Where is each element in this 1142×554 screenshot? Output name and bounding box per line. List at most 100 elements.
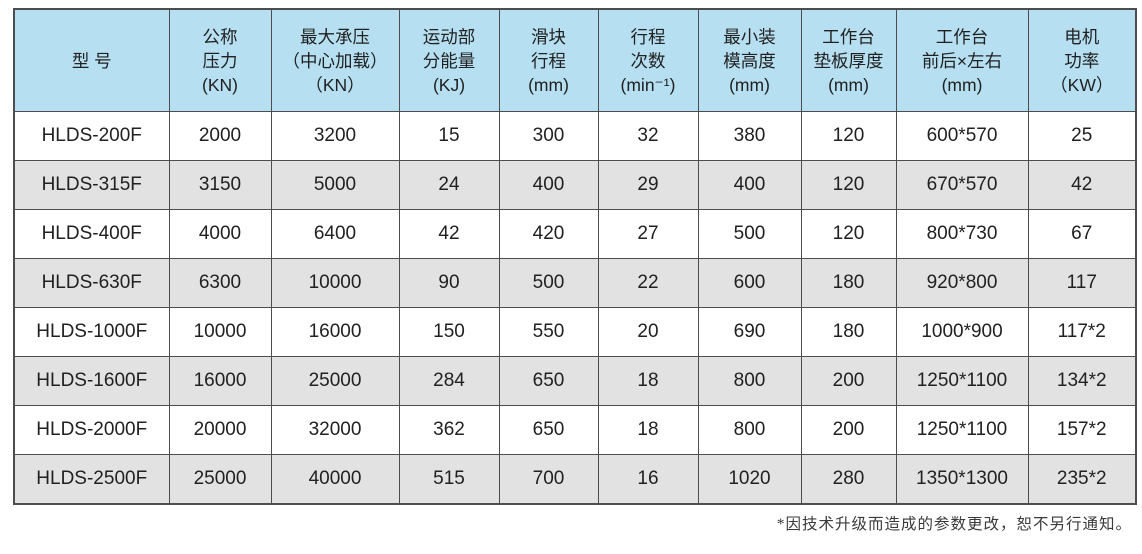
model-cell: HLDS-200F <box>13 111 170 161</box>
value-cell: 24 <box>398 160 500 210</box>
value-cell: 157*2 <box>1027 405 1137 455</box>
value-cell: 6400 <box>270 209 400 259</box>
value-cell: 20 <box>597 307 699 357</box>
column-header-motor-power: 电机功率 （KW） <box>1027 8 1137 112</box>
value-cell: 380 <box>697 111 802 161</box>
column-header-line: 压力 <box>202 50 238 71</box>
value-cell: 200 <box>800 405 897 455</box>
column-header-line: （KW） <box>1050 74 1114 95</box>
value-cell: 1350*1300 <box>895 454 1029 505</box>
column-header-line: （中心加载） <box>282 50 388 71</box>
column-header-slide-stroke: 滑块 行程 (mm) <box>498 8 599 112</box>
column-header-line: 型 号 <box>71 50 112 71</box>
value-cell: 400 <box>498 160 599 210</box>
value-cell: 10000 <box>270 258 400 308</box>
value-cell: 1250*1100 <box>895 405 1029 455</box>
value-cell: 120 <box>800 160 897 210</box>
column-header-line: 垫板厚度 <box>813 50 884 71</box>
value-cell: 600 <box>697 258 802 308</box>
model-cell: HLDS-1600F <box>13 356 170 406</box>
value-cell: 180 <box>800 307 897 357</box>
value-cell: 18 <box>597 356 699 406</box>
column-header-line: (KN) <box>202 74 238 95</box>
value-cell: 67 <box>1027 209 1137 259</box>
column-header-line: (min⁻¹) <box>620 74 676 95</box>
column-header-line: 前后×左右 <box>921 50 1003 71</box>
value-cell: 1000*900 <box>895 307 1029 357</box>
column-header-model: 型 号 <box>13 8 170 112</box>
table-row: HLDS-2000F 20000 32000 362 650 18 800 200 1250*1… <box>13 405 1137 455</box>
value-cell: 280 <box>800 454 897 505</box>
column-header-line: 最小装 <box>723 26 776 47</box>
value-cell: 284 <box>398 356 500 406</box>
column-header-line: 运动部 <box>422 26 476 47</box>
column-header-line: 最大承压 <box>300 26 370 47</box>
model-cell: HLDS-2000F <box>13 405 170 455</box>
column-header-line: 次数 <box>630 50 666 71</box>
value-cell: 2000 <box>168 111 272 161</box>
column-header-line: (mm) <box>828 74 869 95</box>
column-header-line: （KN） <box>305 74 365 95</box>
column-header-line: (mm) <box>729 74 770 95</box>
model-cell: HLDS-2500F <box>13 454 170 505</box>
value-cell: 6300 <box>168 258 272 308</box>
value-cell: 650 <box>498 405 599 455</box>
value-cell: 15 <box>398 111 500 161</box>
column-header-line: (KJ) <box>432 74 466 95</box>
value-cell: 1020 <box>697 454 802 505</box>
column-header-line: 功率 <box>1064 50 1100 71</box>
value-cell: 10000 <box>168 307 272 357</box>
value-cell: 20000 <box>168 405 272 455</box>
header-row: 型 号公称 压力 (KN) 最大承压 （中心加载） （KN） 运动部 分能量 (KJ) 滑块 行程(… <box>13 8 1137 112</box>
value-cell: 515 <box>398 454 500 505</box>
column-header-line: 行程 <box>531 50 566 71</box>
value-cell: 42 <box>1027 160 1137 210</box>
model-cell: HLDS-1000F <box>13 307 170 357</box>
table-row: HLDS-630F 6300 10000 90 500 22 600 180 920*800 11… <box>13 258 1137 308</box>
value-cell: 117 <box>1027 258 1137 308</box>
spec-table-header: 型 号公称 压力 (KN) 最大承压 （中心加载） （KN） 运动部 分能量 (KJ) 滑块 行程(… <box>13 8 1137 112</box>
table-row: HLDS-1600F 16000 25000 284 650 18 800 200 1250*1… <box>13 356 1137 406</box>
value-cell: 25000 <box>270 356 400 406</box>
table-row: HLDS-400F 4000 6400 42 420 27 500 120 800*730 67 <box>13 209 1137 259</box>
value-cell: 150 <box>398 307 500 357</box>
value-cell: 134*2 <box>1027 356 1137 406</box>
value-cell: 920*800 <box>895 258 1029 308</box>
value-cell: 690 <box>697 307 802 357</box>
value-cell: 420 <box>498 209 599 259</box>
value-cell: 800 <box>697 405 802 455</box>
table-row: HLDS-200F 2000 3200 15 300 32 380 120 600*570 25 <box>13 111 1137 161</box>
value-cell: 3150 <box>168 160 272 210</box>
table-row: HLDS-2500F 25000 40000 515 700 16 1020 280 1350*… <box>13 454 1137 505</box>
table-row: HLDS-1000F 10000 16000 150 550 20 690 180 1000*9… <box>13 307 1137 357</box>
value-cell: 18 <box>597 405 699 455</box>
column-header-line: 工作台 <box>935 26 989 47</box>
column-header-line: 电机 <box>1064 26 1100 47</box>
column-header-line: 公称 <box>202 26 238 47</box>
value-cell: 500 <box>498 258 599 308</box>
value-cell: 235*2 <box>1027 454 1137 505</box>
value-cell: 16000 <box>168 356 272 406</box>
column-header-line: 行程 <box>630 26 666 47</box>
value-cell: 700 <box>498 454 599 505</box>
value-cell: 42 <box>398 209 500 259</box>
value-cell: 800 <box>697 356 802 406</box>
value-cell: 800*730 <box>895 209 1029 259</box>
column-header-line: 分能量 <box>422 50 476 71</box>
column-header-line: (mm) <box>941 74 983 95</box>
column-header-line: (mm) <box>528 74 569 95</box>
value-cell: 362 <box>398 405 500 455</box>
column-header-bolster-thickness: 工作台 垫板厚度 (mm) <box>800 8 897 112</box>
spec-sheet-page: 型 号公称 压力 (KN) 最大承压 （中心加载） （KN） 运动部 分能量 (KJ) 滑块 行程(… <box>0 8 1142 554</box>
value-cell: 500 <box>697 209 802 259</box>
value-cell: 4000 <box>168 209 272 259</box>
value-cell: 32000 <box>270 405 400 455</box>
value-cell: 650 <box>498 356 599 406</box>
spec-table: 型 号公称 压力 (KN) 最大承压 （中心加载） （KN） 运动部 分能量 (KJ) 滑块 行程(… <box>13 8 1137 505</box>
value-cell: 200 <box>800 356 897 406</box>
model-cell: HLDS-400F <box>13 209 170 259</box>
value-cell: 1250*1100 <box>895 356 1029 406</box>
value-cell: 32 <box>597 111 699 161</box>
model-cell: HLDS-315F <box>13 160 170 210</box>
value-cell: 40000 <box>270 454 400 505</box>
